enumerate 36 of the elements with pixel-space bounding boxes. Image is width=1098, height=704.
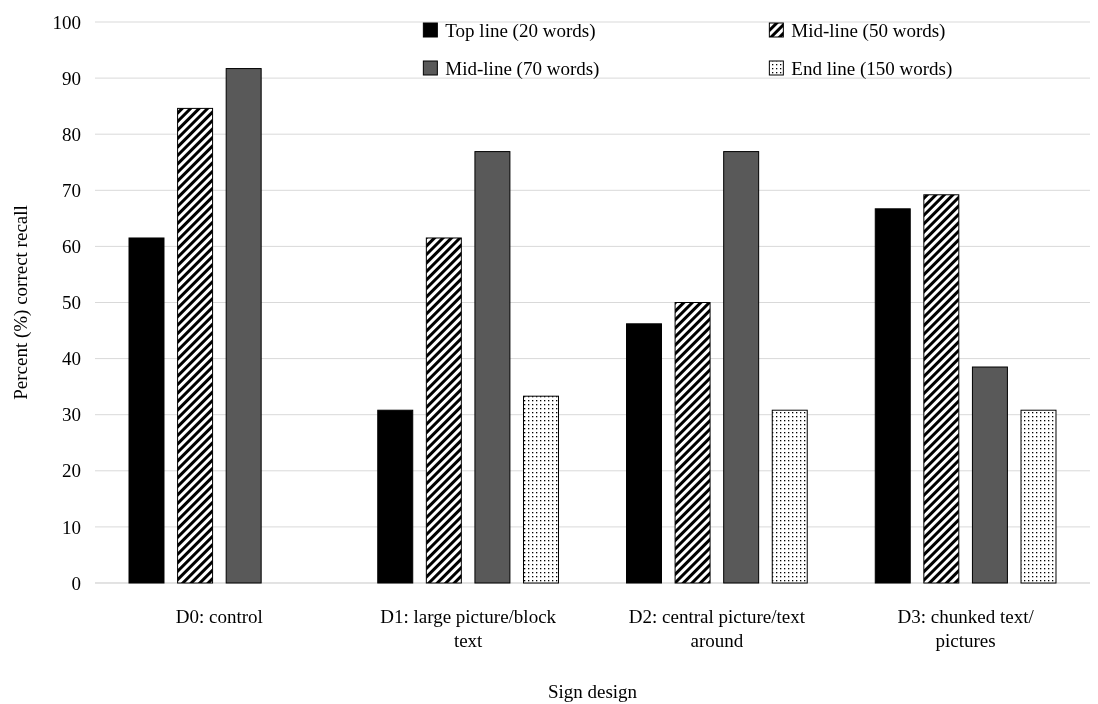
bar xyxy=(377,409,414,584)
y-tick-label: 30 xyxy=(62,404,81,426)
y-tick-label: 100 xyxy=(52,11,81,33)
legend-label: Mid-line (50 words) xyxy=(791,19,946,42)
x-tick-label: D0: control xyxy=(175,606,263,627)
legend-label: Top line (20 words) xyxy=(445,19,596,42)
bar xyxy=(177,107,214,584)
bar xyxy=(626,323,662,584)
bar xyxy=(971,366,1008,584)
bar xyxy=(425,237,462,584)
y-tick-label: 20 xyxy=(62,460,81,482)
bar xyxy=(674,302,711,584)
y-tick-label: 70 xyxy=(62,179,81,201)
bar xyxy=(225,68,262,584)
legend-label: End line (150 words) xyxy=(791,57,953,80)
y-tick-label: 60 xyxy=(62,236,81,258)
y-tick-label: 10 xyxy=(62,516,81,538)
y-tick-label: 90 xyxy=(62,67,81,89)
x-axis-title: Sign design xyxy=(547,681,638,702)
bar xyxy=(723,151,760,584)
bar xyxy=(771,409,808,584)
bar xyxy=(523,395,559,584)
bar xyxy=(474,151,511,584)
x-tick-label: D1: large picture/block text xyxy=(380,606,557,651)
bar xyxy=(128,237,165,584)
bar xyxy=(1020,409,1057,584)
x-tick-label: D2: central picture/text around xyxy=(628,606,806,651)
y-axis-title: Percent (%) correct recall xyxy=(10,205,32,400)
legend-label: Mid-line (70 words) xyxy=(445,57,600,80)
bar xyxy=(923,194,960,584)
y-tick-label: 0 xyxy=(71,572,81,594)
y-tick-label: 80 xyxy=(62,123,81,145)
x-tick-label: D3: chunked text/ pictures xyxy=(897,606,1035,651)
y-tick-label: 50 xyxy=(62,292,81,314)
bar xyxy=(874,208,911,584)
y-tick-label: 40 xyxy=(62,348,81,370)
